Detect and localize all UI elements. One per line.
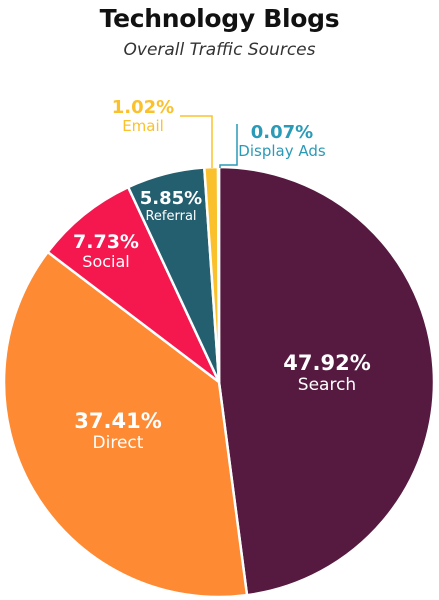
pie-slices bbox=[2, 165, 436, 599]
slice-value-email: 1.02% bbox=[112, 97, 174, 118]
pie-slice-direct bbox=[2, 250, 249, 599]
slice-labels: 47.92%Search 37.41%Direct 7.73%Social 5.85%… bbox=[73, 97, 371, 453]
slice-value-referral: 5.85% bbox=[140, 188, 202, 209]
chart-title: Technology Blogs bbox=[99, 4, 340, 33]
callout-lines bbox=[180, 115, 238, 168]
email-callout-line bbox=[180, 115, 213, 168]
pie-slice-search bbox=[217, 165, 436, 597]
slice-label-search: Search bbox=[298, 375, 356, 395]
slice-value-social: 7.73% bbox=[73, 231, 139, 253]
slice-label-social: Social bbox=[82, 252, 129, 271]
slice-value-search: 47.92% bbox=[283, 351, 370, 375]
slice-value-direct: 37.41% bbox=[74, 409, 161, 433]
chart-subtitle: Overall Traffic Sources bbox=[123, 40, 316, 60]
pie-slice-display-ads bbox=[216, 165, 221, 383]
slice-label-referral: Referral bbox=[145, 209, 196, 224]
slice-label-email: Email bbox=[122, 117, 164, 135]
slice-value-display-ads: 0.07% bbox=[251, 122, 313, 143]
slice-label-display-ads: Display Ads bbox=[238, 142, 326, 160]
display-ads-callout-line bbox=[219, 124, 238, 168]
slice-label-direct: Direct bbox=[93, 433, 144, 453]
pie-slice-social bbox=[45, 185, 221, 383]
